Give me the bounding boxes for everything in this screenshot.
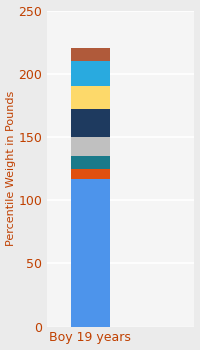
- Y-axis label: Percentile Weight in Pounds: Percentile Weight in Pounds: [6, 91, 16, 246]
- Bar: [71, 109, 110, 137]
- Bar: [71, 86, 110, 109]
- Bar: [71, 156, 110, 169]
- Bar: [71, 137, 110, 156]
- Bar: [71, 49, 110, 61]
- Bar: [71, 61, 110, 86]
- Bar: [71, 169, 110, 179]
- Bar: [71, 179, 110, 327]
